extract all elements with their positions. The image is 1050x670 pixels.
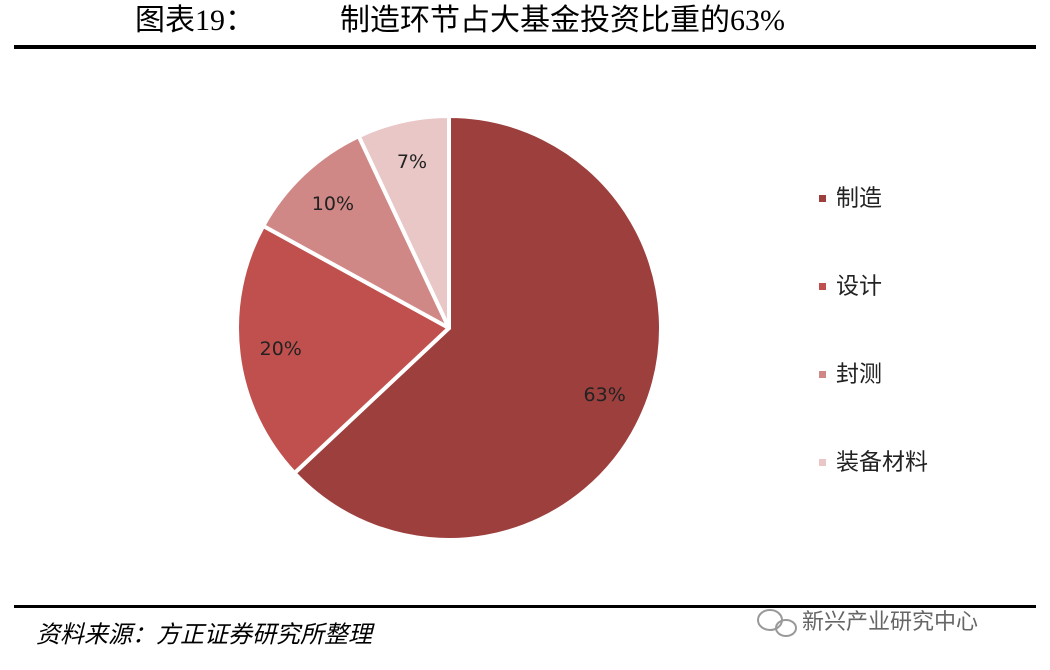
legend-label: 装备材料 xyxy=(836,450,928,476)
legend-label: 封测 xyxy=(836,362,882,388)
pie-slice xyxy=(261,134,451,330)
pie: 63% 20% 10% 7% xyxy=(235,114,663,542)
data-label: 20% xyxy=(260,338,302,360)
bottom-rule xyxy=(14,605,1036,608)
pie-slice xyxy=(292,114,663,542)
data-label: 10% xyxy=(312,193,354,215)
pie-slice xyxy=(235,223,451,476)
chart-title: 制造环节占大基金投资比重的63% xyxy=(340,4,785,37)
data-label: 7% xyxy=(397,151,427,173)
legend-label: 设计 xyxy=(836,274,882,300)
data-label: 63% xyxy=(584,384,626,406)
source-note: 资料来源：方正证券研究所整理 xyxy=(36,622,375,649)
watermark: 新兴产业研究中心 xyxy=(802,610,978,635)
legend-label: 制造 xyxy=(836,186,882,212)
legend-swatch xyxy=(819,459,826,466)
watermark-icon xyxy=(757,609,797,637)
legend-swatch xyxy=(819,371,826,378)
figure-label: 图表19： xyxy=(135,4,255,37)
legend-swatch xyxy=(819,195,826,202)
pie-slice xyxy=(356,114,451,330)
top-rule xyxy=(14,45,1036,49)
legend-swatch xyxy=(819,283,826,290)
